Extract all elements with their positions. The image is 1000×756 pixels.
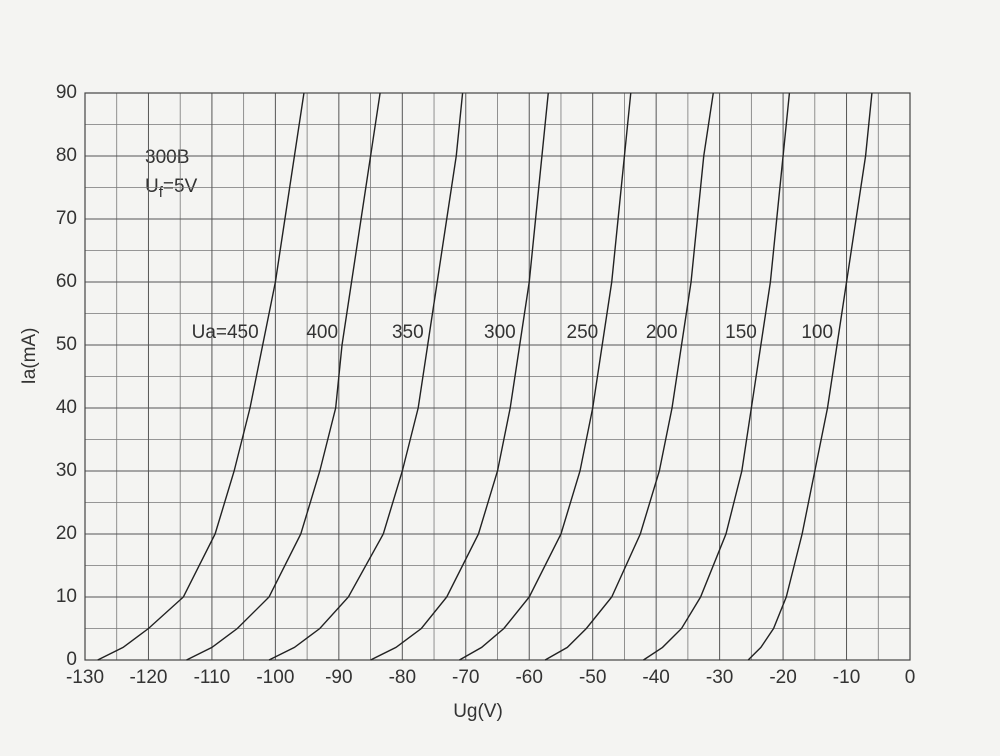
x-tick-label: -80: [389, 667, 416, 688]
y-tick-label: 0: [66, 649, 77, 670]
x-tick-label: -120: [129, 667, 167, 688]
filament-main: U: [145, 176, 159, 197]
curve: [370, 92, 549, 661]
x-tick-label: -20: [769, 667, 796, 688]
x-tick-label: -30: [706, 667, 733, 688]
filament-sub: f: [159, 184, 164, 201]
x-tick-label: 0: [905, 667, 916, 688]
y-axis-label: Ia(mA): [19, 328, 40, 385]
y-tick-label: 50: [56, 334, 77, 355]
plot-frame: [84, 92, 911, 661]
x-tick-label: -10: [833, 667, 860, 688]
curve-label: 200: [646, 322, 678, 343]
x-tick-label: -110: [194, 667, 231, 688]
y-tick-label: 70: [56, 208, 77, 229]
curve-label: Ua=450: [192, 322, 259, 343]
y-tick-label: 10: [56, 586, 77, 607]
y-tick-label: 90: [56, 82, 77, 103]
curve: [643, 92, 791, 661]
curve: [459, 92, 632, 661]
y-tick-label: 40: [56, 397, 77, 418]
x-tick-label: -70: [452, 667, 479, 688]
y-tick-label: 20: [56, 523, 77, 544]
curve: [747, 92, 873, 661]
y-tick-label: 80: [56, 145, 77, 166]
curve-label: 100: [801, 322, 833, 343]
x-tick-label: -50: [579, 667, 606, 688]
x-tick-label: -100: [256, 667, 294, 688]
x-tick-label: -130: [66, 667, 104, 688]
curve-label: 350: [392, 322, 424, 343]
curve: [268, 92, 464, 661]
y-tick-label: 30: [56, 460, 77, 481]
annotation: 300B: [145, 147, 189, 168]
curve-label: 250: [567, 322, 599, 343]
y-tick-label: 60: [56, 271, 77, 292]
curve-label: 400: [306, 322, 338, 343]
curve: [97, 92, 305, 661]
curve: [186, 92, 381, 661]
curve-label: 150: [725, 322, 757, 343]
x-tick-label: -60: [515, 667, 542, 688]
x-axis-label: Ug(V): [453, 701, 503, 722]
curve: [544, 92, 714, 661]
x-tick-label: -90: [325, 667, 352, 688]
curve-label: 300: [484, 322, 516, 343]
x-tick-label: -40: [642, 667, 669, 688]
